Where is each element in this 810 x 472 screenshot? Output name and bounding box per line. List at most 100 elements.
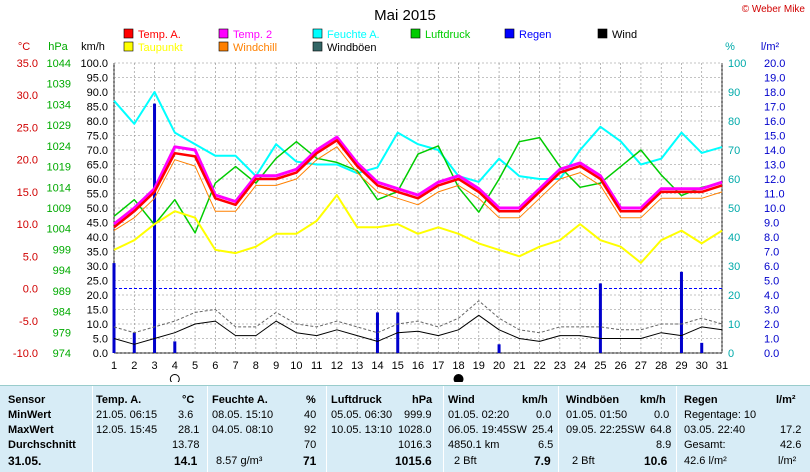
series-line-temp-2	[113, 135, 723, 226]
pct-tick-label: 10	[728, 319, 740, 331]
legend-label: Wind	[612, 29, 637, 41]
legend-label: Luftdruck	[425, 29, 471, 41]
pct-tick-label: 100	[728, 58, 746, 70]
kmh-tick-label: 35.0	[87, 247, 108, 259]
x-tick-label: 31	[716, 360, 728, 372]
legend-swatch	[410, 28, 421, 39]
x-tick-label: 2	[131, 360, 137, 372]
legend: Temp. A. Temp. 2 Feuchte A. Luftdruck Regen W…	[123, 28, 637, 54]
hpa-tick-label: 1004	[47, 224, 71, 236]
rain-bar	[679, 271, 683, 353]
temp-tick-label: 10.0	[17, 219, 38, 231]
rain-bar	[375, 312, 379, 353]
legend-swatch	[312, 28, 323, 39]
stats-header-sensor: Sensor	[8, 394, 46, 406]
hpa-tick-label: 1009	[47, 203, 71, 215]
x-tick-label: 25	[594, 360, 606, 372]
legend-label: Temp. A.	[138, 29, 181, 41]
x-tick-label: 9	[273, 360, 279, 372]
rain-tick-label: 1.0	[764, 334, 779, 346]
kmh-tick-label: 85.0	[87, 102, 108, 114]
rain-tick-label: 16.0	[764, 116, 785, 128]
stats-cell-value: 3.6	[178, 409, 194, 421]
kmh-tick-label: 25.0	[87, 276, 108, 288]
grid	[113, 62, 723, 354]
series-line-wind	[113, 314, 723, 345]
x-tick-label: 3	[151, 360, 157, 372]
stats-cell-time: 4850.1 km	[448, 439, 500, 451]
rain-tick-label: 17.0	[764, 102, 785, 114]
stats-cell-time: 42.6 l/m²	[684, 455, 727, 467]
x-tick-label: 8	[253, 360, 259, 372]
hpa-unit: hPa	[48, 41, 68, 53]
stats-header-gust-unit: km/h	[640, 394, 666, 406]
stats-cell-value: l/m²	[778, 455, 797, 467]
x-tick-label: 4	[172, 360, 178, 372]
x-tick-label: 15	[392, 360, 404, 372]
kmh-tick-label: 15.0	[87, 305, 108, 317]
pct-tick-label: 0	[728, 348, 734, 360]
x-tick-label: 21	[513, 360, 525, 372]
stats-cell-value: 70	[304, 439, 317, 451]
stats-cell-time: 01.05. 01:50	[566, 409, 628, 421]
rain-tick-label: 20.0	[764, 58, 785, 70]
stats-header-wind-unit: km/h	[522, 394, 548, 406]
stats-header-rain-unit: l/m²	[776, 394, 796, 406]
hpa-tick-label: 999	[53, 244, 71, 256]
legend-label: Taupunkt	[138, 42, 183, 54]
stats-header-press-unit: hPa	[412, 394, 433, 406]
x-tick-label: 14	[371, 360, 383, 372]
kmh-tick-label: 80.0	[87, 116, 108, 128]
stats-cell-value: 1028.0	[398, 424, 432, 436]
rain-bar	[700, 342, 704, 353]
stats-row-label: 31.05.	[8, 454, 42, 468]
kmh-tick-label: 20.0	[87, 290, 108, 302]
rain-tick-label: 0.0	[764, 348, 779, 360]
pct-tick-label: 90	[728, 87, 740, 99]
hpa-tick-label: 1014	[47, 182, 71, 194]
kmh-tick-label: 30.0	[87, 261, 108, 273]
stats-cell-value: 92	[304, 424, 317, 436]
x-tick-label: 22	[533, 360, 545, 372]
x-tick-label: 29	[675, 360, 687, 372]
kmh-tick-label: 5.0	[93, 334, 108, 346]
hpa-tick-label: 984	[53, 307, 71, 319]
moon-phases	[169, 374, 464, 382]
legend-swatch	[218, 41, 229, 52]
stats-cell-value: 7.9	[534, 454, 551, 468]
series-line-luftdruck	[113, 136, 723, 234]
temp-tick-label: 15.0	[17, 187, 38, 199]
temp-tick-label: 20.0	[17, 155, 38, 167]
pct-tick-label: 30	[728, 261, 740, 273]
kmh-tick-label: 90.0	[87, 87, 108, 99]
series-line-windchill	[113, 146, 723, 232]
series-line-taupunkt	[113, 194, 723, 264]
x-tick-label: 17	[432, 360, 444, 372]
kmh-tick-label: 60.0	[87, 174, 108, 186]
stats-cell-value: 0.0	[654, 409, 670, 421]
stats-cell-time: 2 Bft	[454, 455, 477, 467]
rain-bar	[153, 103, 157, 353]
kmh-tick-label: 50.0	[87, 203, 108, 215]
stats-cell-time: 12.05. 15:45	[96, 424, 158, 436]
legend-label: Windchill	[233, 42, 277, 54]
stats-cell-time: 09.05. 22:25SW	[566, 424, 645, 436]
x-tick-label: 27	[635, 360, 647, 372]
copyright: © Weber Mike	[742, 4, 806, 15]
stats-cell-value: 0.0	[536, 409, 552, 421]
pct-tick-label: 80	[728, 116, 740, 128]
rain-tick-label: 8.0	[764, 232, 779, 244]
stats-cell-value: 17.2	[780, 424, 802, 436]
legend-label: Windböen	[327, 42, 377, 54]
stats-cell-value: 6.5	[538, 439, 554, 451]
legend-swatch	[504, 28, 515, 39]
kmh-tick-label: 55.0	[87, 189, 108, 201]
x-tick-label: 18	[452, 360, 464, 372]
stats-cell-value: 8.9	[656, 439, 672, 451]
stats-cell-value: 1016.3	[398, 439, 432, 451]
pct-unit: %	[725, 41, 735, 53]
stats-cell-value: 40	[304, 409, 317, 421]
stats-cell-time: 08.05. 15:10	[212, 409, 274, 421]
stats-cell-value: 28.1	[178, 424, 200, 436]
x-tick-label: 13	[351, 360, 363, 372]
